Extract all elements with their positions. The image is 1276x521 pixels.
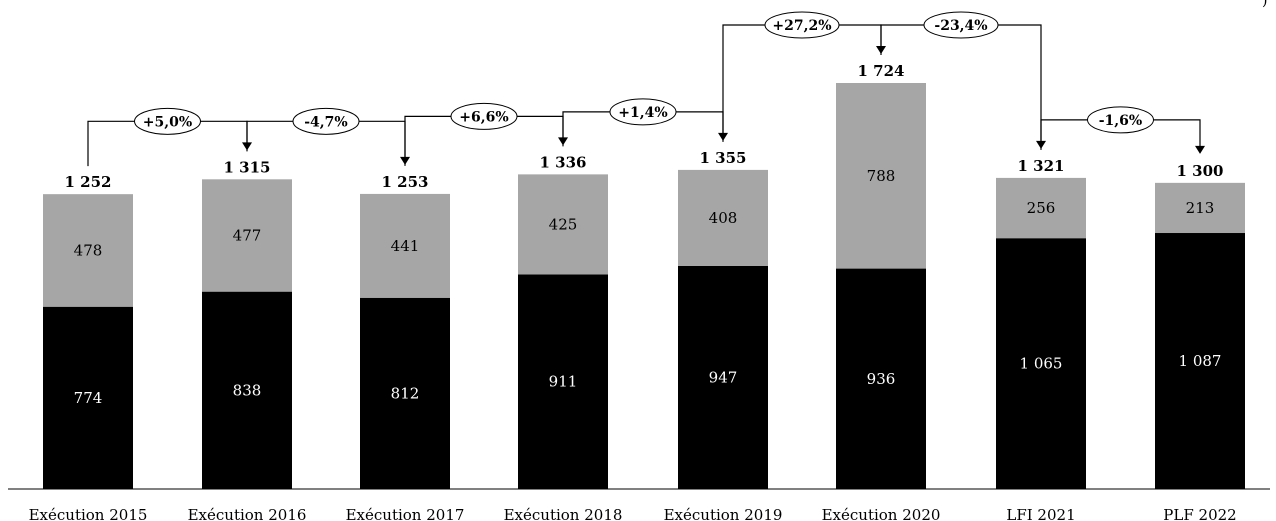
total-value-label: 1 253: [382, 173, 429, 191]
segment-value-label: 408: [709, 209, 738, 227]
change-connector-6: -1,6%: [1040, 106, 1205, 154]
corner-mark: ): [1262, 0, 1267, 9]
category-label: Exécution 2020: [822, 506, 941, 521]
change-connector-2: +6,6%: [404, 102, 568, 166]
change-percent-label: -1,6%: [1099, 113, 1142, 129]
change-percent-label: +27,2%: [772, 18, 831, 34]
change-badge: [134, 107, 201, 135]
segment-value-label: 425: [549, 215, 578, 233]
segment-value-label: 911: [549, 373, 578, 391]
total-value-label: 1 321: [1018, 157, 1065, 175]
bar-segment-top-7: [1155, 182, 1245, 234]
category-label: LFI 2021: [1006, 506, 1075, 521]
category-label: Exécution 2015: [29, 506, 148, 521]
change-percent-label: +5,0%: [143, 114, 192, 130]
segment-value-label: 478: [74, 241, 103, 259]
bar-segment-top-4: [678, 169, 768, 266]
change-percent-label: -23,4%: [934, 18, 987, 34]
category-label: Exécution 2016: [188, 506, 307, 521]
total-value-label: 1 315: [224, 158, 271, 176]
arrow-head-icon: [1195, 145, 1205, 154]
change-badge: [923, 11, 999, 39]
change-connector-1: -4,7%: [246, 107, 410, 165]
bar-segment-base-2: [360, 297, 450, 489]
change-percent-label: +6,6%: [459, 109, 508, 125]
bar-segment-base-3: [518, 274, 608, 489]
change-badge: [764, 11, 840, 39]
change-percent-label: +1,4%: [618, 105, 667, 121]
change-badge: [1087, 106, 1154, 134]
change-percent-label: -4,7%: [304, 114, 347, 130]
bar-segment-top-0: [43, 194, 133, 307]
total-value-label: 1 300: [1177, 162, 1224, 180]
changes-layer: +5,0% -4,7% +6,6% +1,4% +27,2% -23,4% -1,6%: [87, 11, 1205, 167]
labels-layer: 774 478 1 252 Exécution 2015 838 477 1 315 Exéc…: [29, 62, 1237, 521]
bar-segment-base-6: [996, 238, 1086, 489]
bar-segment-base-0: [43, 306, 133, 489]
segment-value-label: 788: [867, 167, 896, 185]
total-value-label: 1 355: [700, 149, 747, 167]
segment-value-label: 1 087: [1179, 352, 1222, 370]
bar-segment-base-7: [1155, 233, 1245, 489]
bar-segment-top-5: [836, 82, 926, 269]
bar-segment-base-5: [836, 268, 926, 489]
bars-layer: [43, 82, 1245, 489]
segment-value-label: 213: [1186, 199, 1215, 217]
change-connector-3: +1,4%: [562, 98, 728, 147]
change-badge: [292, 107, 360, 135]
change-connector-5: -23,4%: [880, 11, 1046, 149]
bar-segment-top-6: [996, 177, 1086, 239]
segment-value-label: 812: [391, 384, 420, 402]
bar-segment-base-1: [202, 291, 292, 489]
bar-segment-top-2: [360, 193, 450, 298]
change-badge: [609, 98, 677, 126]
segment-value-label: 936: [867, 370, 896, 388]
category-label: Exécution 2017: [346, 506, 465, 521]
category-label: Exécution 2019: [664, 506, 783, 521]
total-value-label: 1 252: [65, 173, 112, 191]
segment-value-label: 1 065: [1020, 355, 1063, 373]
bar-segment-top-1: [202, 179, 292, 292]
segment-value-label: 947: [709, 368, 738, 386]
change-badge: [450, 102, 518, 130]
category-label: PLF 2022: [1163, 506, 1236, 521]
segment-value-label: 441: [391, 237, 420, 255]
category-label: Exécution 2018: [504, 506, 623, 521]
segment-value-label: 774: [74, 389, 103, 407]
segment-value-label: 256: [1027, 199, 1056, 217]
segment-value-label: 838: [233, 381, 262, 399]
total-value-label: 1 724: [858, 62, 905, 80]
bar-segment-base-4: [678, 265, 768, 489]
total-value-label: 1 336: [540, 153, 587, 171]
bar-segment-top-3: [518, 174, 608, 275]
segment-value-label: 477: [233, 226, 262, 244]
